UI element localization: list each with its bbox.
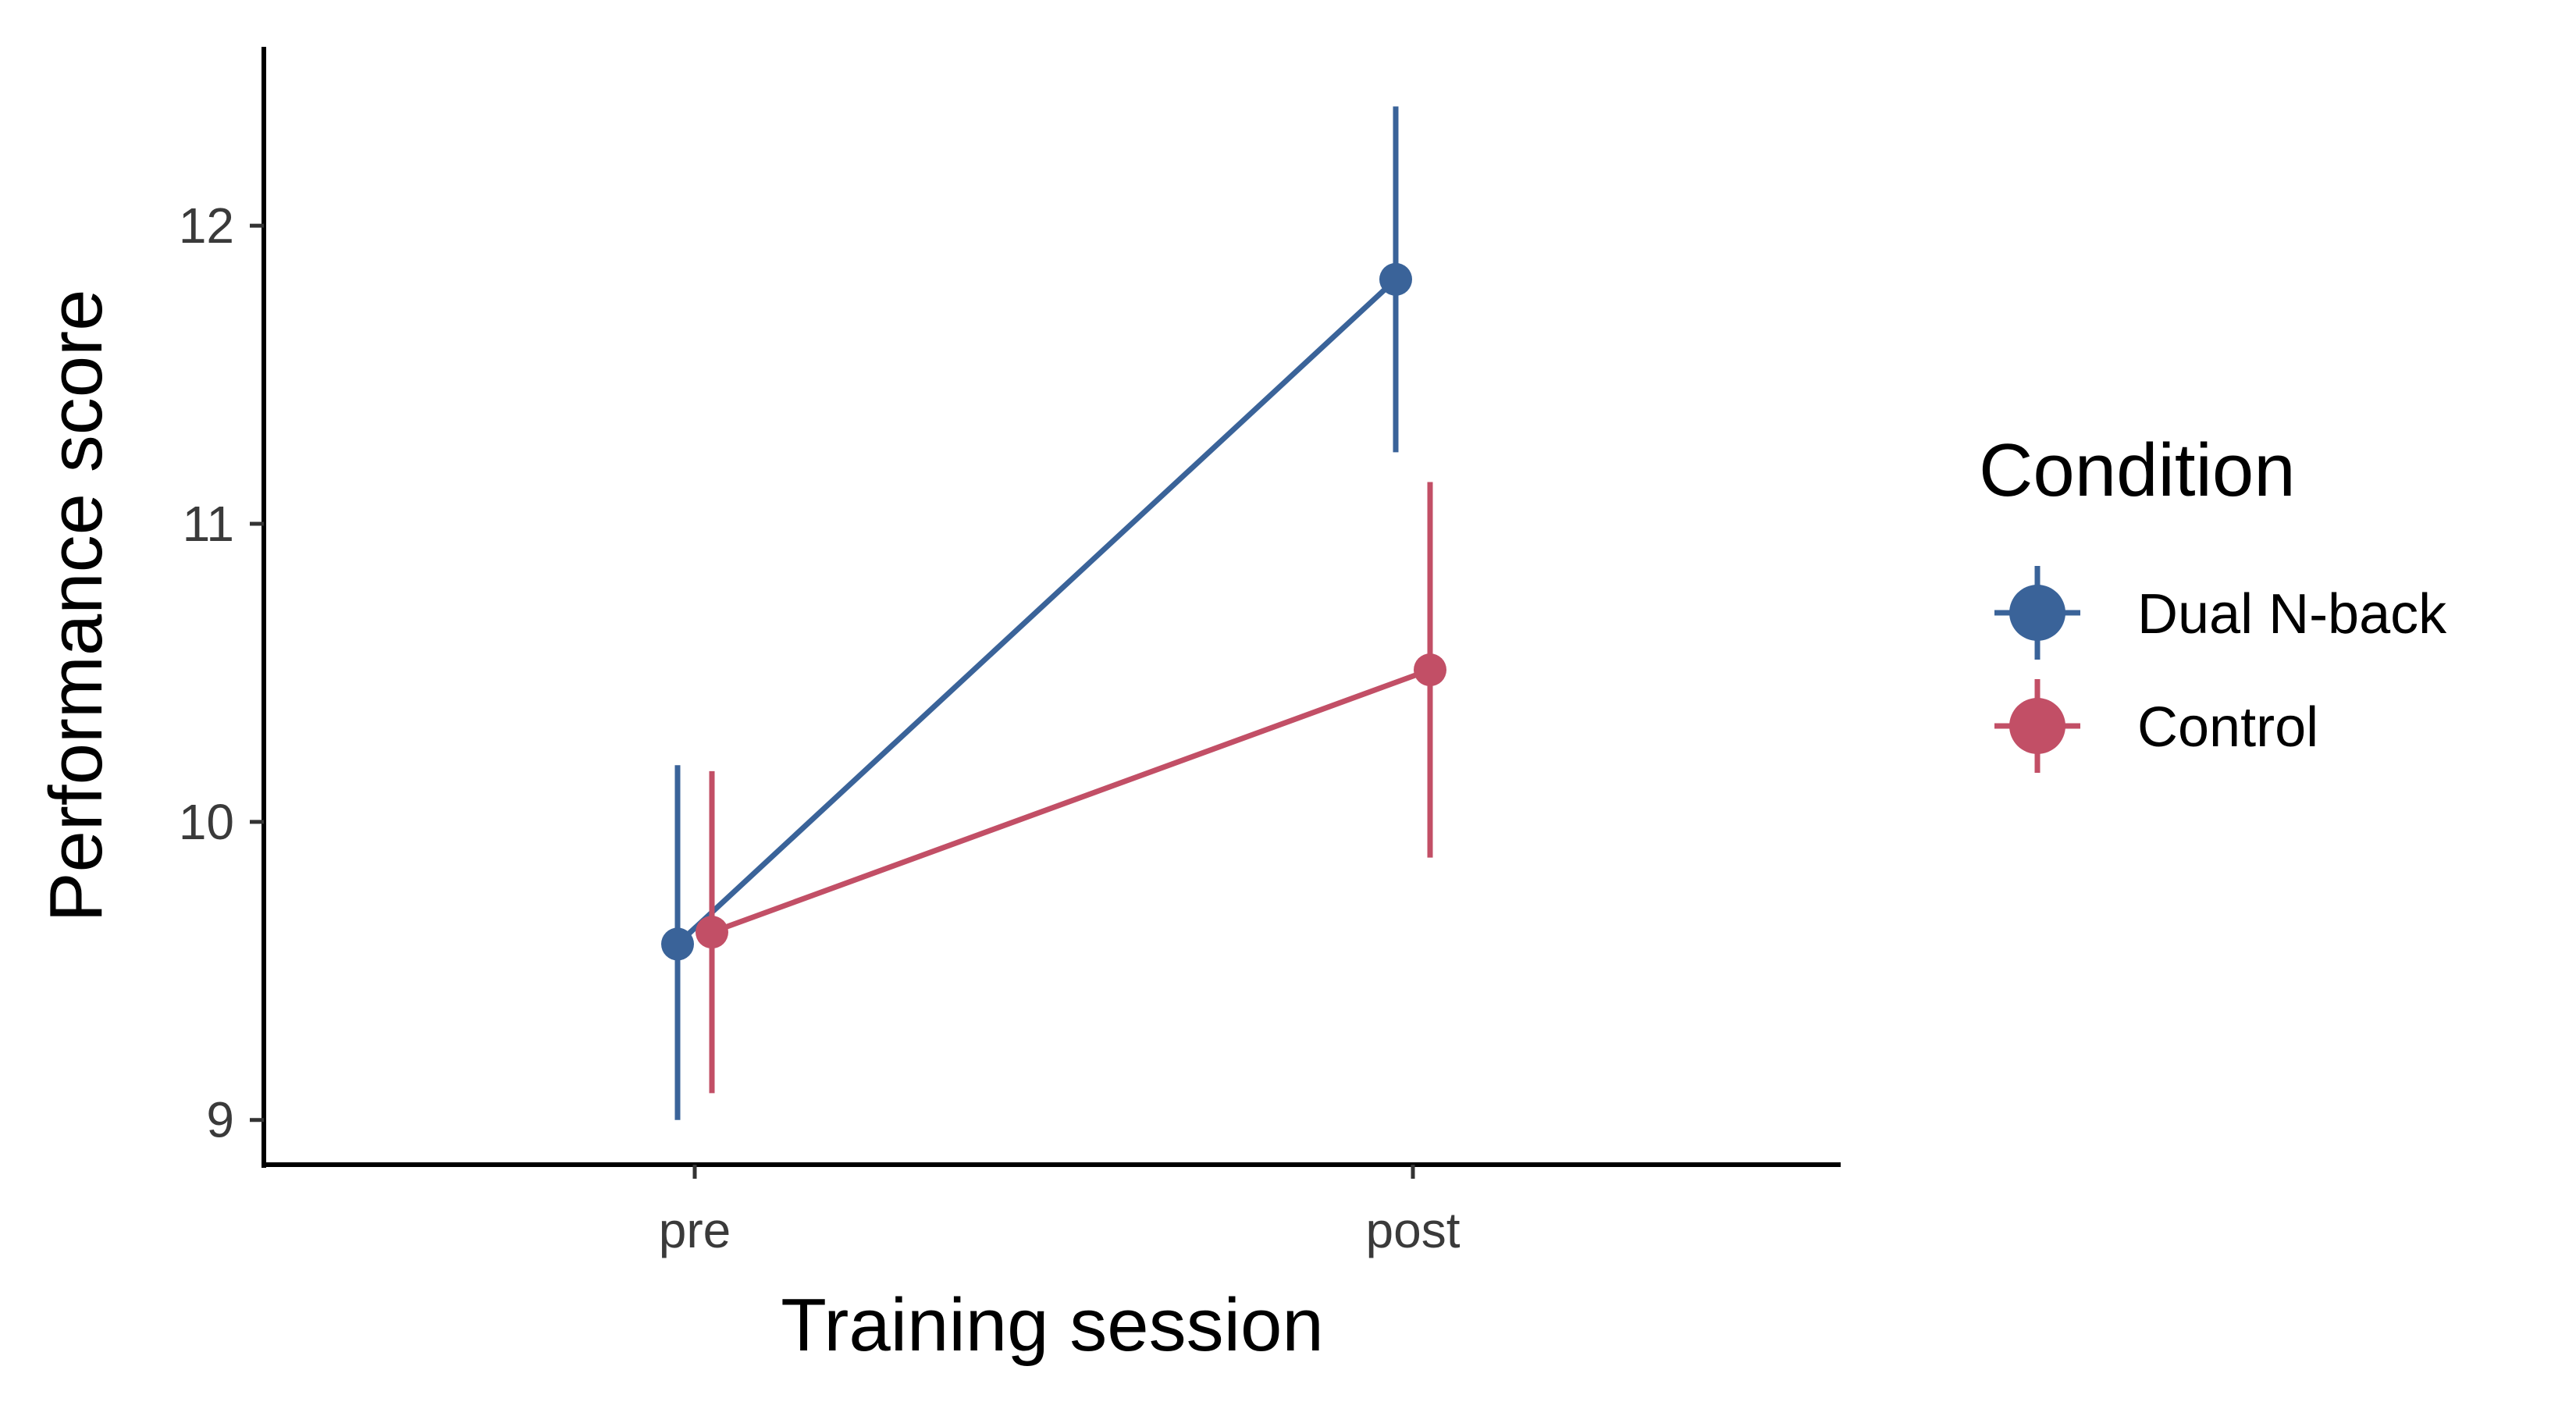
x-tick-label-post: post: [1366, 1202, 1461, 1258]
data-marks: [661, 106, 1446, 1120]
x-axis-title: Training session: [781, 1283, 1323, 1367]
data-point: [661, 927, 694, 961]
legend-label: Control: [2137, 696, 2318, 759]
series-line: [675, 277, 1398, 946]
axes: 9 10 11 12 pre post Training session Performanc…: [34, 47, 1841, 1367]
y-tick-label: 10: [179, 794, 234, 850]
legend-title: Condition: [1979, 429, 2296, 512]
y-tick-label: 12: [179, 197, 234, 254]
data-point: [1379, 262, 1412, 296]
y-axis-title: Performance score: [34, 290, 118, 923]
legend-key-point: [2009, 698, 2065, 754]
legend-key-point: [2009, 585, 2065, 641]
legend-label: Dual N-back: [2137, 583, 2447, 646]
data-point: [696, 916, 728, 949]
legend: Condition Dual N-back Control: [1979, 429, 2447, 773]
y-tick-label: 9: [206, 1092, 234, 1148]
data-point: [1414, 653, 1446, 687]
series-line: [710, 667, 1432, 935]
x-tick-label-pre: pre: [659, 1202, 731, 1258]
legend-item: Dual N-back: [1994, 566, 2447, 660]
legend-item: Control: [1994, 679, 2318, 773]
series-control: [696, 482, 1446, 1094]
y-tick-label: 11: [183, 496, 234, 552]
series-dual-n-back: [661, 106, 1412, 1120]
